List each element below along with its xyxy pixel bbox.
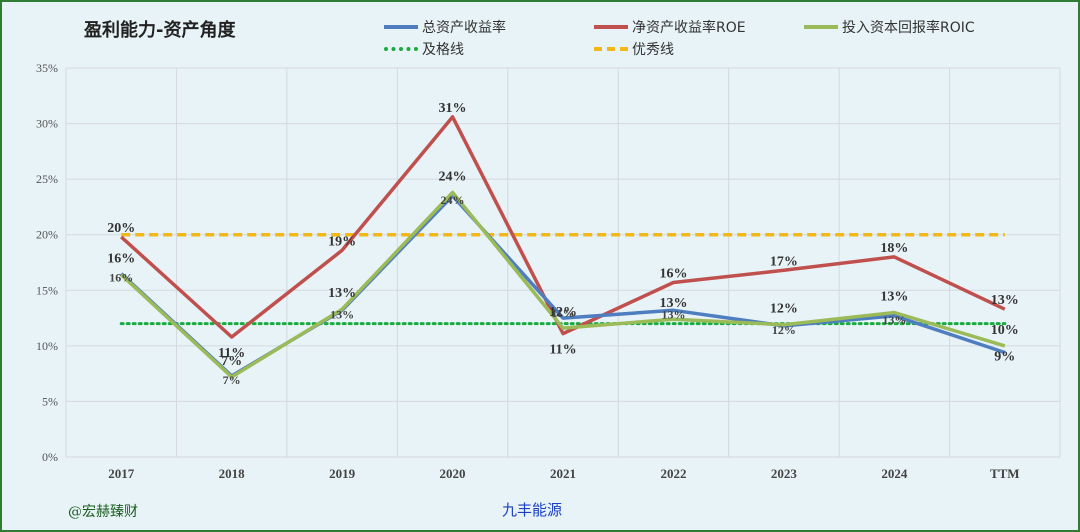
- x-tick-label: 2022: [660, 466, 686, 481]
- x-tick-label: 2018: [219, 466, 246, 481]
- legend-swatch: [594, 25, 628, 29]
- data-label-roic: 24%: [439, 169, 467, 184]
- legend-label: 及格线: [422, 42, 464, 58]
- legend-label: 净资产收益率ROE: [632, 20, 746, 36]
- data-label-total-asset: 16%: [109, 271, 133, 285]
- data-label-roic: 12%: [770, 302, 798, 317]
- x-tick-label: 2017: [108, 466, 135, 481]
- y-tick-label: 5%: [42, 394, 58, 408]
- series-line-2: [120, 190, 1006, 379]
- data-label-total-asset: 24%: [441, 193, 465, 207]
- data-label-roe: 20%: [107, 221, 135, 236]
- legend-label: 总资产收益率: [422, 20, 506, 36]
- data-label-roe: 13%: [991, 293, 1019, 308]
- legend-swatch: [594, 47, 628, 51]
- watermark: @宏赫臻财: [68, 504, 138, 520]
- data-label-roe: 19%: [328, 234, 356, 249]
- y-tick-label: 20%: [36, 228, 58, 242]
- x-tick-label: 2020: [440, 466, 466, 481]
- data-label-total-asset: 13%: [882, 313, 906, 327]
- series-line-1: [120, 115, 1006, 339]
- legend-swatch: [384, 47, 418, 51]
- legend-swatch: [384, 25, 418, 29]
- legend-label: 优秀线: [632, 42, 674, 58]
- data-label-roe: 17%: [770, 254, 798, 269]
- data-label-roe: 11%: [549, 343, 576, 358]
- x-tick-label: TTM: [990, 466, 1020, 481]
- y-tick-label: 0%: [42, 450, 58, 464]
- data-label-roic: 10%: [991, 323, 1019, 338]
- data-label-total-asset: 13%: [330, 307, 354, 321]
- data-label-total-asset: 13%: [661, 307, 685, 321]
- company-name: 九丰能源: [502, 501, 563, 519]
- y-tick-label: 25%: [36, 172, 58, 186]
- x-tick-label: 2024: [881, 466, 908, 481]
- data-label-roic: 13%: [328, 286, 356, 301]
- legend-label: 投入资本回报率ROIC: [842, 20, 975, 36]
- data-label-roe: 31%: [439, 101, 467, 116]
- data-label-total-asset: 9%: [994, 350, 1015, 365]
- legend-item-pass-line: 及格线: [384, 39, 464, 59]
- x-tick-label: 2021: [550, 466, 576, 481]
- legend-item-roe: 净资产收益率ROE: [594, 17, 746, 37]
- data-label-roe: 16%: [659, 267, 687, 282]
- data-label-roic: 16%: [107, 252, 135, 267]
- x-tick-label: 2019: [329, 466, 356, 481]
- y-tick-label: 15%: [36, 283, 58, 297]
- y-tick-label: 10%: [36, 339, 58, 353]
- legend-item-total-asset-return: 总资产收益率: [384, 17, 506, 37]
- data-label-roic: 13%: [880, 290, 908, 305]
- legend-swatch: [804, 25, 838, 29]
- chart-title: 盈利能力-资产角度: [84, 20, 236, 41]
- y-tick-label: 35%: [36, 61, 58, 75]
- data-label-total-asset: 11%: [551, 306, 574, 320]
- data-label-roe: 18%: [880, 241, 908, 256]
- y-tick-label: 30%: [36, 117, 58, 131]
- data-label-total-asset: 12%: [772, 323, 796, 337]
- data-label-total-asset: 7%: [223, 373, 241, 387]
- data-label-roic: 12%: [549, 305, 577, 320]
- data-label-roic: 13%: [659, 296, 687, 311]
- legend-item-excellent-line: 优秀线: [594, 39, 674, 59]
- legend-item-roic: 投入资本回报率ROIC: [804, 17, 975, 37]
- data-label-roic: 7%: [221, 354, 242, 369]
- x-tick-label: 2023: [771, 466, 798, 481]
- data-label-roe: 11%: [218, 346, 245, 361]
